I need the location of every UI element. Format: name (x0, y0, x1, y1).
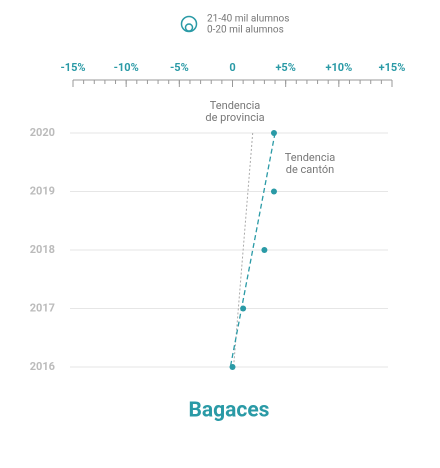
x-tick-label: +10% (325, 61, 352, 74)
x-tick-label: +15% (379, 61, 406, 74)
legend-label: 0-20 mil alumnos (207, 25, 284, 36)
point (240, 305, 247, 312)
y-tick-label: 2017 (30, 301, 55, 314)
legend-icon (184, 23, 194, 32)
trend-label: Tendencia (210, 99, 260, 112)
y-tick-label: 2018 (30, 243, 55, 256)
legend-label: 21-40 mil alumnos (207, 14, 289, 25)
point (229, 364, 236, 370)
y-tick-label: 2019 (30, 184, 55, 197)
y-tick-label: 2020 (30, 126, 55, 139)
x-tick-label: -15% (60, 61, 85, 74)
x-tick-label: -10% (114, 61, 139, 74)
point (270, 188, 277, 195)
x-tick-label: 0 (229, 61, 235, 74)
x-tick-label: -5% (170, 61, 189, 74)
trend-label: de provincia (205, 111, 264, 124)
point (270, 130, 277, 136)
point (261, 247, 268, 253)
y-tick-label: 2016 (30, 360, 55, 373)
chart-title: Bagaces (189, 399, 270, 423)
trend-label: Tendencia (285, 151, 335, 164)
trend-line (233, 132, 254, 368)
x-tick-label: +5% (275, 61, 295, 74)
trend-label: de cantón (286, 163, 334, 176)
